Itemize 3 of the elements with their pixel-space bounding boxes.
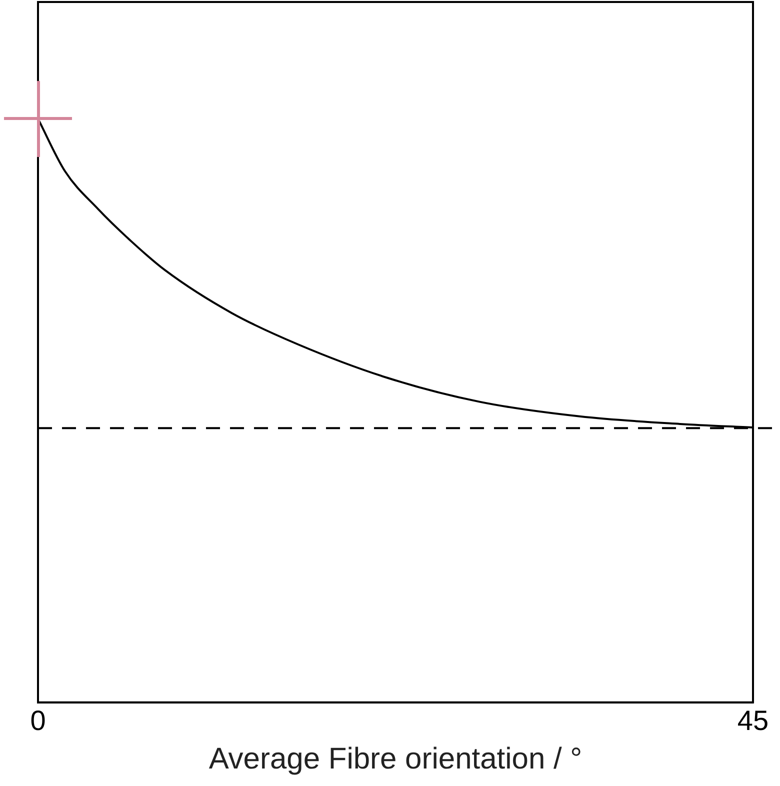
x-tick-label: 45 bbox=[737, 704, 769, 736]
x-axis-title: Average Fibre orientation / ° bbox=[208, 742, 582, 776]
x-tick-label: 0 bbox=[30, 704, 46, 736]
